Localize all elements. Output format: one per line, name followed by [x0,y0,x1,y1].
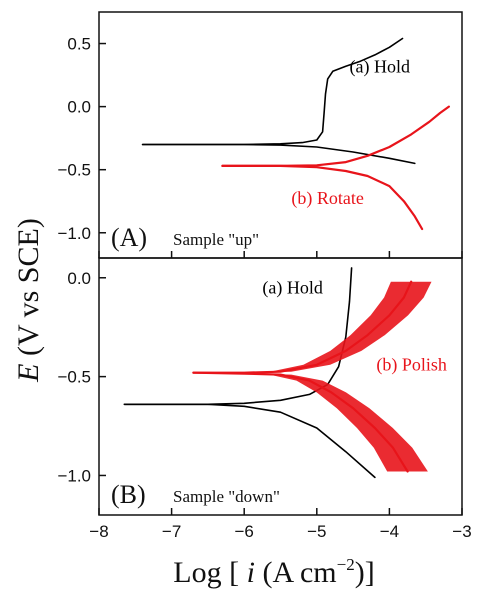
panel-b-ytick-label: −1.0 [57,466,91,485]
panel-b-tag: (B) [111,480,146,509]
panel-a-ytick-label: 0.5 [67,35,91,54]
panel-b-x-axis: −8 −7 −6 −5 −4 −3 [89,508,472,541]
panel-b-series-b-anodic-band [189,281,432,373]
panel-a-series-a-cathodic [141,143,416,165]
x-tick-label: −5 [307,522,326,541]
panel-a-tag: (A) [111,223,147,252]
y-axis-title: E (V vs SCE) [12,218,45,383]
y-axis-title-rest: (V vs SCE) [12,218,45,363]
panel-a-frame [98,11,463,259]
x-tick-label: −7 [162,522,181,541]
panel-b-y-axis: 0.0 −0.5 −1.0 [57,269,106,485]
panel-a-curves [141,37,450,231]
panel-a-y-axis: 0.5 0.0 −0.5 −1.0 [57,35,106,243]
x-tick-label: −4 [380,522,399,541]
panel-a-x-ticks [98,251,463,258]
x-axis-title-prefix: Log [ [173,556,246,589]
panel-b-ytick-label: 0.0 [67,269,91,288]
panel-a-series-b-cathodic [221,164,424,231]
panel-b: 0.0 −0.5 −1.0 −8 −7 −6 −5 −4 −3 (a) Hold (b) Pol… [57,257,472,541]
panel-b-series-a-cathodic [123,403,376,479]
x-tick-label: −8 [89,522,108,541]
panel-b-frame [98,257,463,516]
panel-a-series-a-anodic [141,37,404,146]
x-axis-title: Log [ i (A cm−2)] [173,555,374,589]
x-axis-title-var: i [247,556,255,589]
panel-b-series-b-cathodic-band [189,372,428,472]
panel-b-curves [123,267,432,479]
panel-b-annotation: (b) Polish [376,355,447,376]
x-tick-label: −6 [235,522,254,541]
panel-a-annotation: (b) Rotate [291,188,363,209]
panel-b-annotations: (a) Hold (b) Polish [262,278,446,376]
panel-a: 0.5 0.0 −0.5 −1.0 (a) Hold (b) Rotate (A) Sa… [57,11,463,259]
x-axis-title-suffix: )] [355,556,375,589]
panel-a-ytick-label: −0.5 [57,161,91,180]
panel-a-annotations: (a) Hold (b) Rotate [291,57,410,209]
panel-a-ytick-label: 0.0 [67,98,91,117]
x-axis-title-exp: −2 [337,555,355,574]
panel-a-annotation: (a) Hold [349,57,409,78]
panel-a-ytick-label: −1.0 [57,224,91,243]
panel-a-series-b-anodic [221,105,450,167]
panel-a-subtitle: Sample "up" [173,230,259,249]
x-axis-title-unit: (A cm [255,556,337,589]
panel-b-annotation: (a) Hold [262,278,322,299]
y-axis-title-var: E [12,363,45,382]
panel-b-subtitle: Sample "down" [173,487,280,506]
x-tick-label: −3 [452,522,471,541]
panel-b-ytick-label: −0.5 [57,368,91,387]
